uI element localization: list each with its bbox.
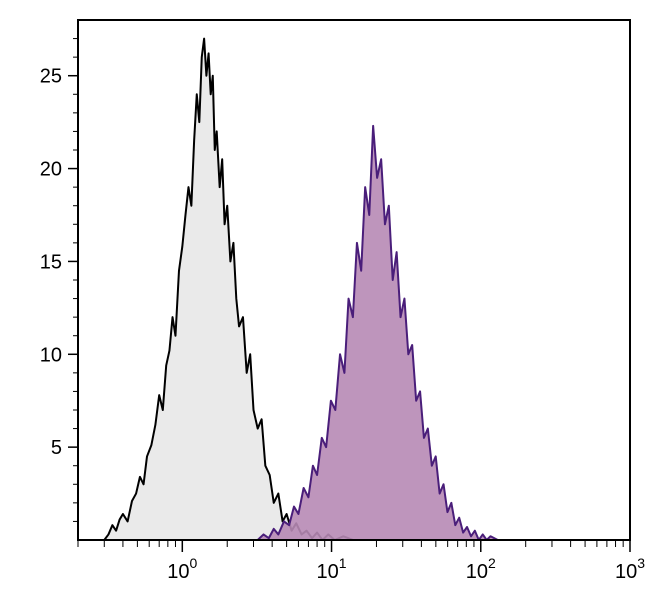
- chart-container: 510152025100101102103: [0, 0, 650, 613]
- y-tick-label: 15: [40, 251, 62, 273]
- y-tick-label: 25: [40, 66, 62, 88]
- y-tick-label: 20: [40, 159, 62, 181]
- histogram-chart: 510152025100101102103: [0, 0, 650, 613]
- y-tick-label: 5: [51, 437, 62, 459]
- y-tick-label: 10: [40, 344, 62, 366]
